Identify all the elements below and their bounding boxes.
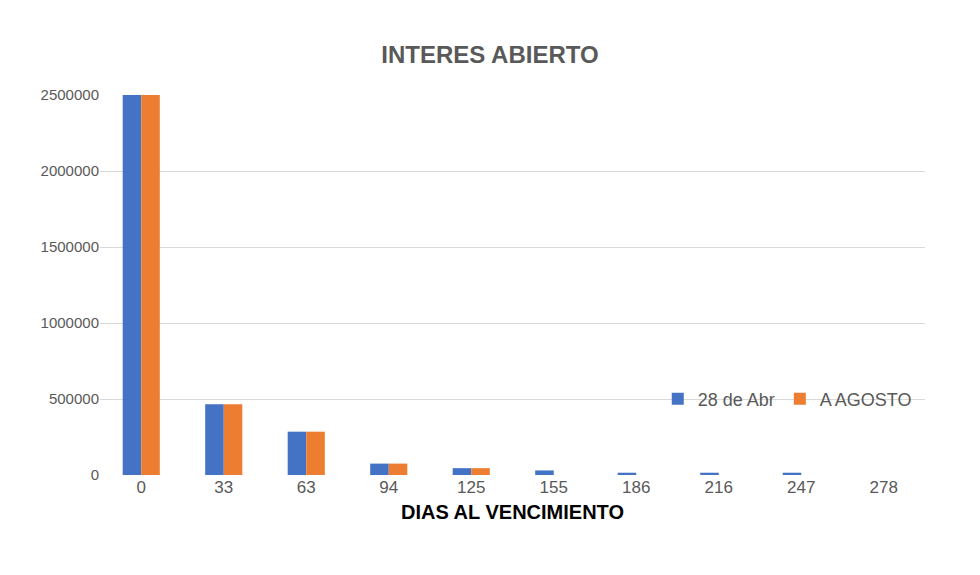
svg-text:2500000: 2500000	[41, 86, 99, 103]
svg-text:125: 125	[457, 478, 485, 497]
svg-text:2000000: 2000000	[41, 162, 99, 179]
svg-text:1000000: 1000000	[41, 314, 99, 331]
svg-text:A AGOSTO: A AGOSTO	[820, 390, 912, 410]
svg-text:94: 94	[379, 478, 398, 497]
svg-text:63: 63	[297, 478, 316, 497]
svg-text:278: 278	[870, 478, 898, 497]
svg-text:DIAS AL VENCIMIENTO: DIAS AL VENCIMIENTO	[401, 501, 624, 523]
svg-text:1500000: 1500000	[41, 238, 99, 255]
svg-text:186: 186	[622, 478, 650, 497]
svg-text:247: 247	[787, 478, 815, 497]
svg-text:216: 216	[705, 478, 733, 497]
svg-text:INTERES ABIERTO: INTERES ABIERTO	[381, 41, 598, 68]
svg-text:500000: 500000	[49, 390, 99, 407]
svg-text:33: 33	[214, 478, 233, 497]
svg-text:155: 155	[540, 478, 568, 497]
svg-text:28 de Abr: 28 de Abr	[698, 390, 775, 410]
svg-text:0: 0	[137, 478, 146, 497]
svg-text:0: 0	[91, 466, 99, 483]
